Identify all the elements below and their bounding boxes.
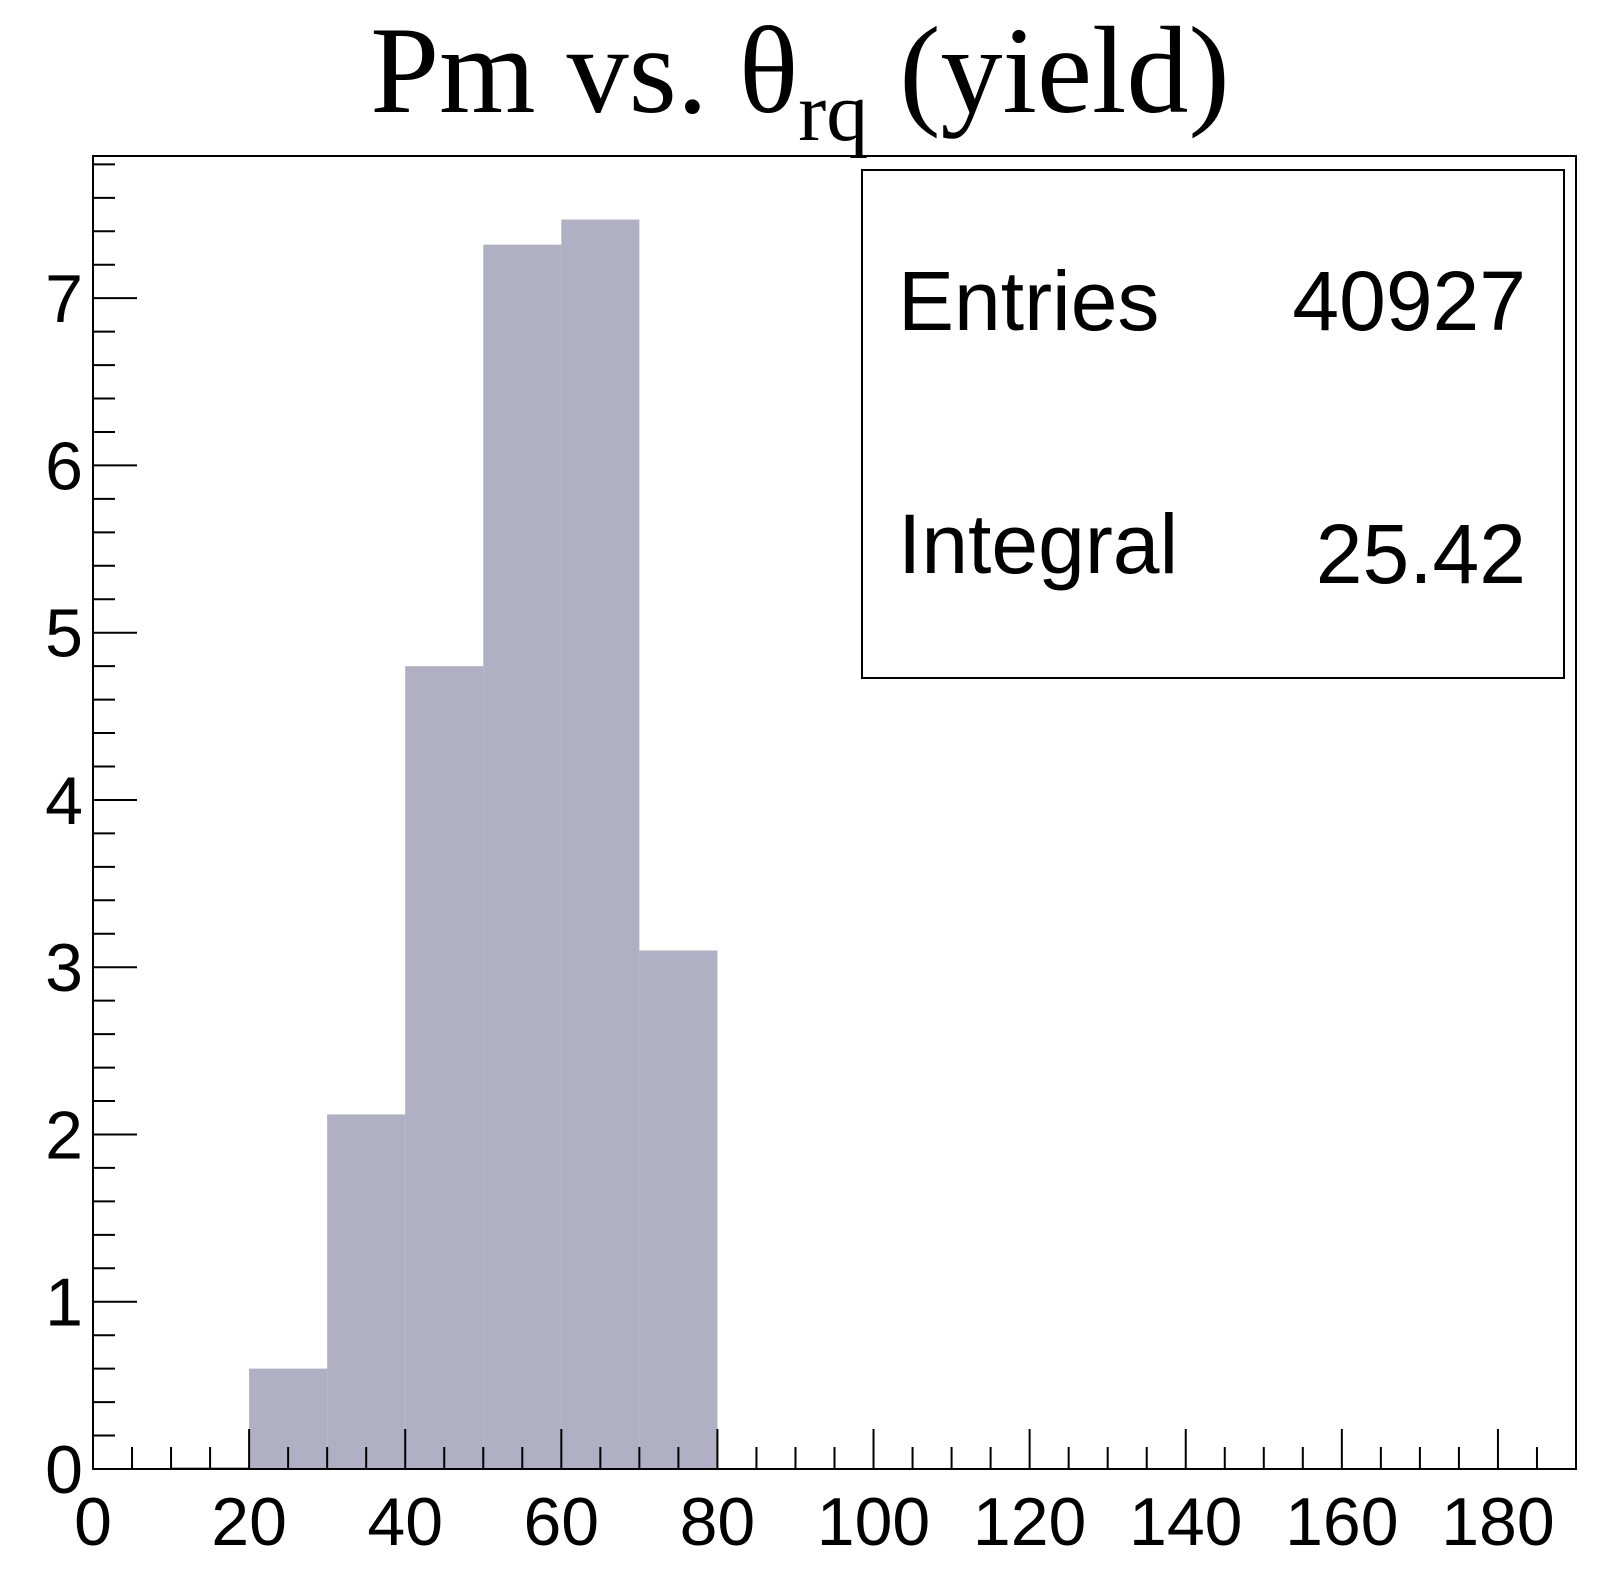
x-tick-label: 160 [1285, 1484, 1398, 1560]
y-tick-label: 6 [45, 428, 83, 504]
y-tick-label: 7 [45, 261, 83, 337]
histogram-bar [483, 244, 562, 1469]
x-tick-label: 40 [367, 1484, 443, 1560]
stats-entries-value: 40927 [1292, 254, 1526, 348]
chart-title-main: Pm vs. θ [370, 2, 798, 139]
histogram-bar [327, 1114, 406, 1469]
y-tick-label: 4 [45, 763, 83, 839]
stats-box-frame [861, 169, 1565, 679]
y-tick-label: 0 [45, 1432, 83, 1508]
x-tick-label: 140 [1129, 1484, 1242, 1560]
histogram-bar [639, 950, 718, 1469]
plot-frame [92, 155, 1577, 1470]
chart-title-subscript: rq [798, 66, 868, 159]
x-tick-label: 180 [1441, 1484, 1554, 1560]
histogram-bar [561, 219, 640, 1470]
y-tick-label: 2 [45, 1097, 83, 1173]
stats-entries-label: Entries [898, 254, 1159, 348]
stats-integral-label: Integral [898, 497, 1178, 591]
chart-title: Pm vs. θrq (yield) [370, 2, 1230, 159]
x-tick-label: 80 [680, 1484, 756, 1560]
bars-layer [171, 219, 718, 1470]
y-tick-label: 1 [45, 1265, 83, 1341]
ticks-layer [92, 163, 1577, 1470]
x-tick-label: 60 [523, 1484, 599, 1560]
labels-layer: 0 20 40 60 80 100 120 140 160 180 0 1 2 3 4 5 6 7 [45, 261, 1555, 1560]
x-tick-label: 100 [817, 1484, 930, 1560]
y-tick-label: 5 [45, 596, 83, 672]
chart-title-suffix: (yield) [868, 2, 1230, 139]
y-tick-label: 3 [45, 930, 83, 1006]
x-tick-label: 0 [74, 1484, 112, 1560]
x-tick-label: 20 [211, 1484, 287, 1560]
x-tick-label: 120 [973, 1484, 1086, 1560]
histogram-bar [405, 666, 484, 1469]
stats-integral-value: 25.42 [1316, 507, 1526, 601]
stats-box: Entries 40927 Integral 25.42 [861, 169, 1565, 679]
